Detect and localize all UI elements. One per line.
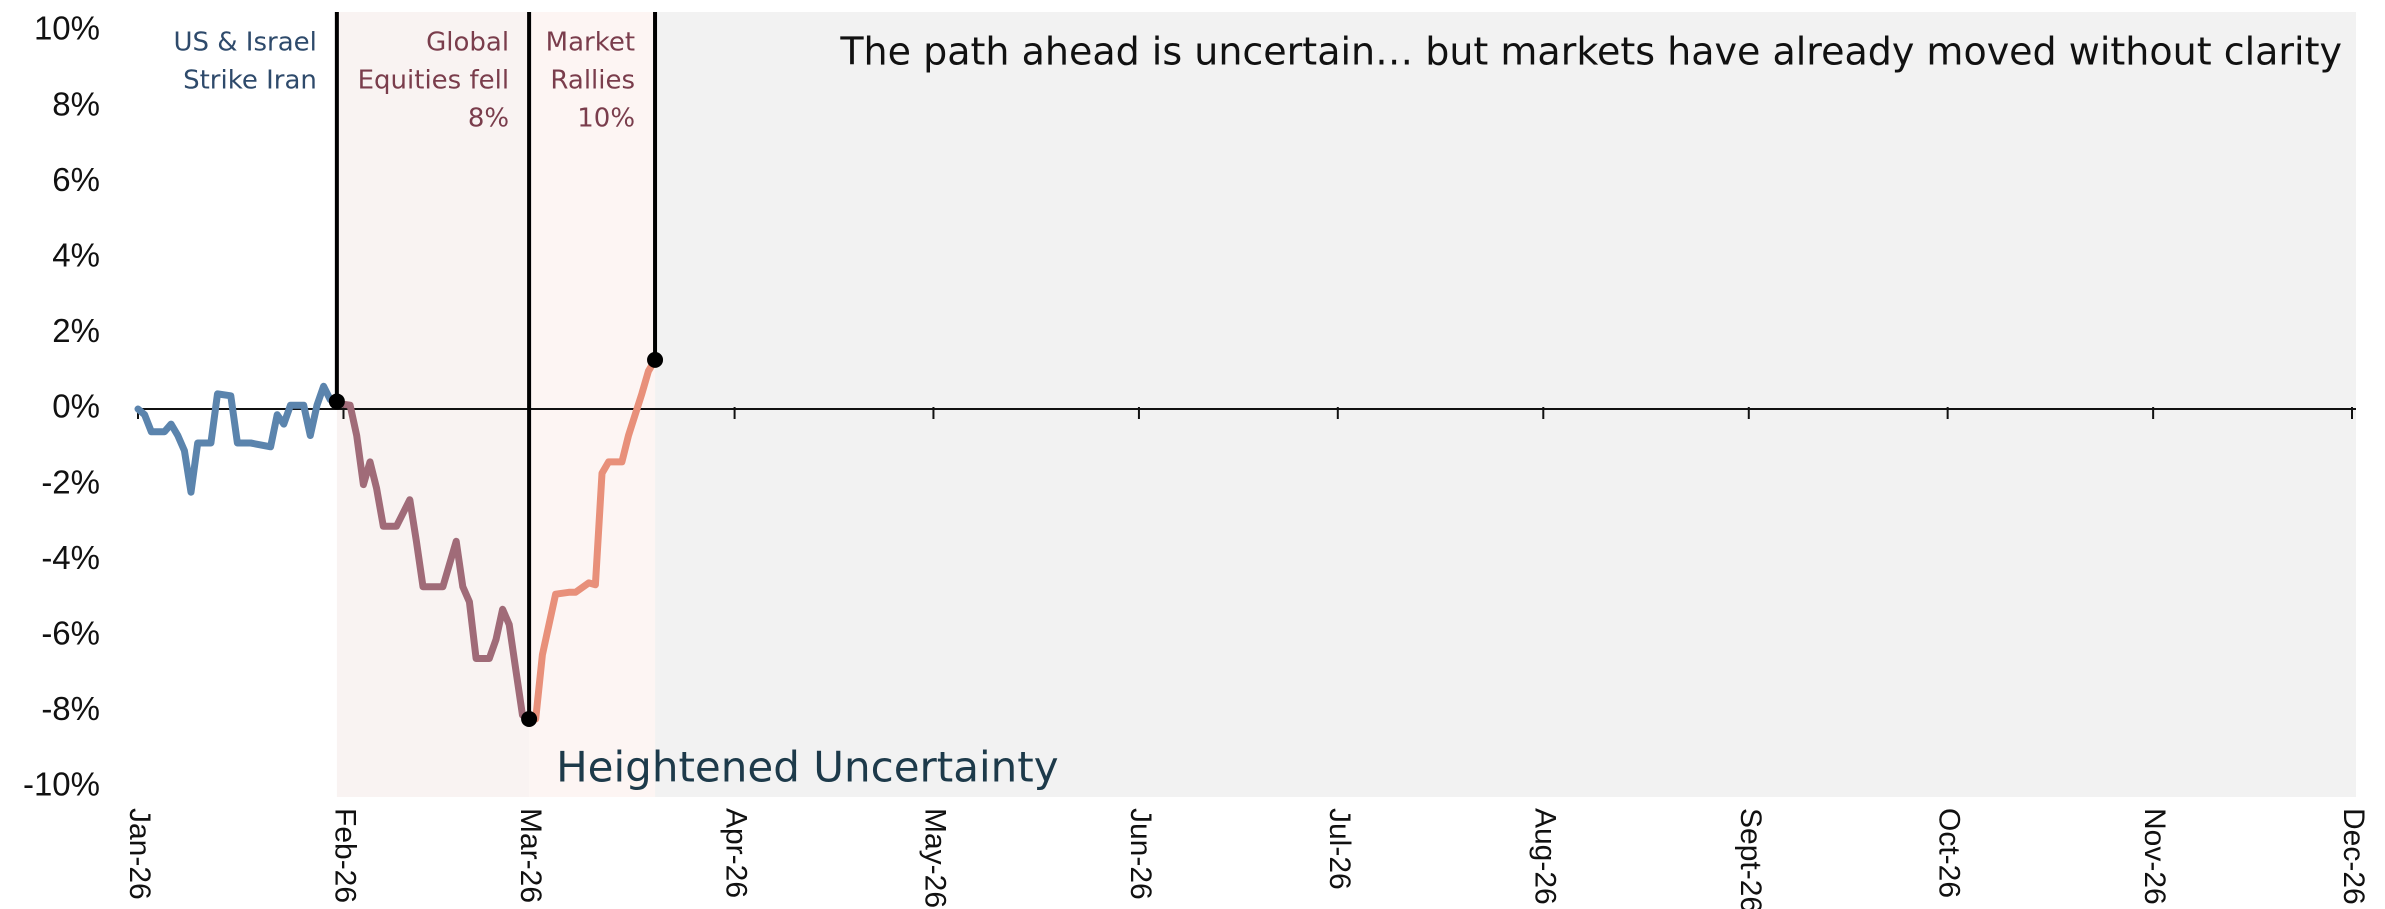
y-tick-label: 6%: [52, 161, 100, 198]
y-tick-label: 0%: [52, 388, 100, 425]
annotation-text: 8%: [468, 104, 509, 134]
event-marker: [328, 393, 345, 410]
line-series: [525, 356, 659, 723]
shaded-region: [529, 12, 656, 797]
y-tick-label: -6%: [41, 615, 100, 652]
shaded-region: [336, 12, 530, 797]
annotation-text: Market: [546, 28, 635, 58]
annotation-text: US & Israel: [173, 28, 316, 58]
region-label: Heightened Uncertainty: [556, 743, 1059, 792]
shaded-region: [655, 12, 2356, 797]
annotation-text: Global: [426, 28, 509, 58]
event-marker: [521, 710, 538, 727]
x-tick-label: Jan-26: [123, 808, 156, 900]
x-tick-label: Sept-26: [1734, 808, 1767, 909]
y-tick-label: 2%: [52, 312, 100, 349]
y-tick-label: 10%: [34, 10, 100, 47]
chart-title: The path ahead is uncertain… but markets…: [839, 30, 2342, 74]
line-series: [333, 399, 533, 723]
x-tick-label: Oct-26: [1933, 808, 1966, 898]
y-tick-label: -10%: [23, 766, 100, 803]
line-series: [134, 382, 341, 496]
x-tick-label: Dec-26: [2337, 808, 2370, 905]
x-tick-label: Aug-26: [1528, 808, 1561, 905]
x-tick-label: Apr-26: [720, 808, 753, 898]
x-tick-label: Jun-26: [1124, 808, 1157, 900]
x-tick-label: Mar-26: [514, 808, 547, 903]
annotation-text: Rallies: [550, 66, 635, 96]
x-tick-label: May-26: [919, 808, 952, 908]
event-marker: [647, 351, 664, 368]
annotation-text: Equities fell: [358, 66, 509, 96]
x-tick-label: Jul-26: [1323, 808, 1356, 890]
annotation-text: Strike Iran: [183, 66, 317, 96]
y-tick-label: -2%: [41, 463, 100, 500]
y-tick-label: -4%: [41, 539, 100, 576]
x-tick-label: Nov-26: [2138, 808, 2171, 905]
annotation-text: 10%: [577, 104, 635, 134]
y-tick-label: -8%: [41, 690, 100, 727]
y-tick-label: 4%: [52, 237, 100, 274]
x-tick-label: Feb-26: [329, 808, 362, 903]
y-tick-label: 8%: [52, 85, 100, 122]
